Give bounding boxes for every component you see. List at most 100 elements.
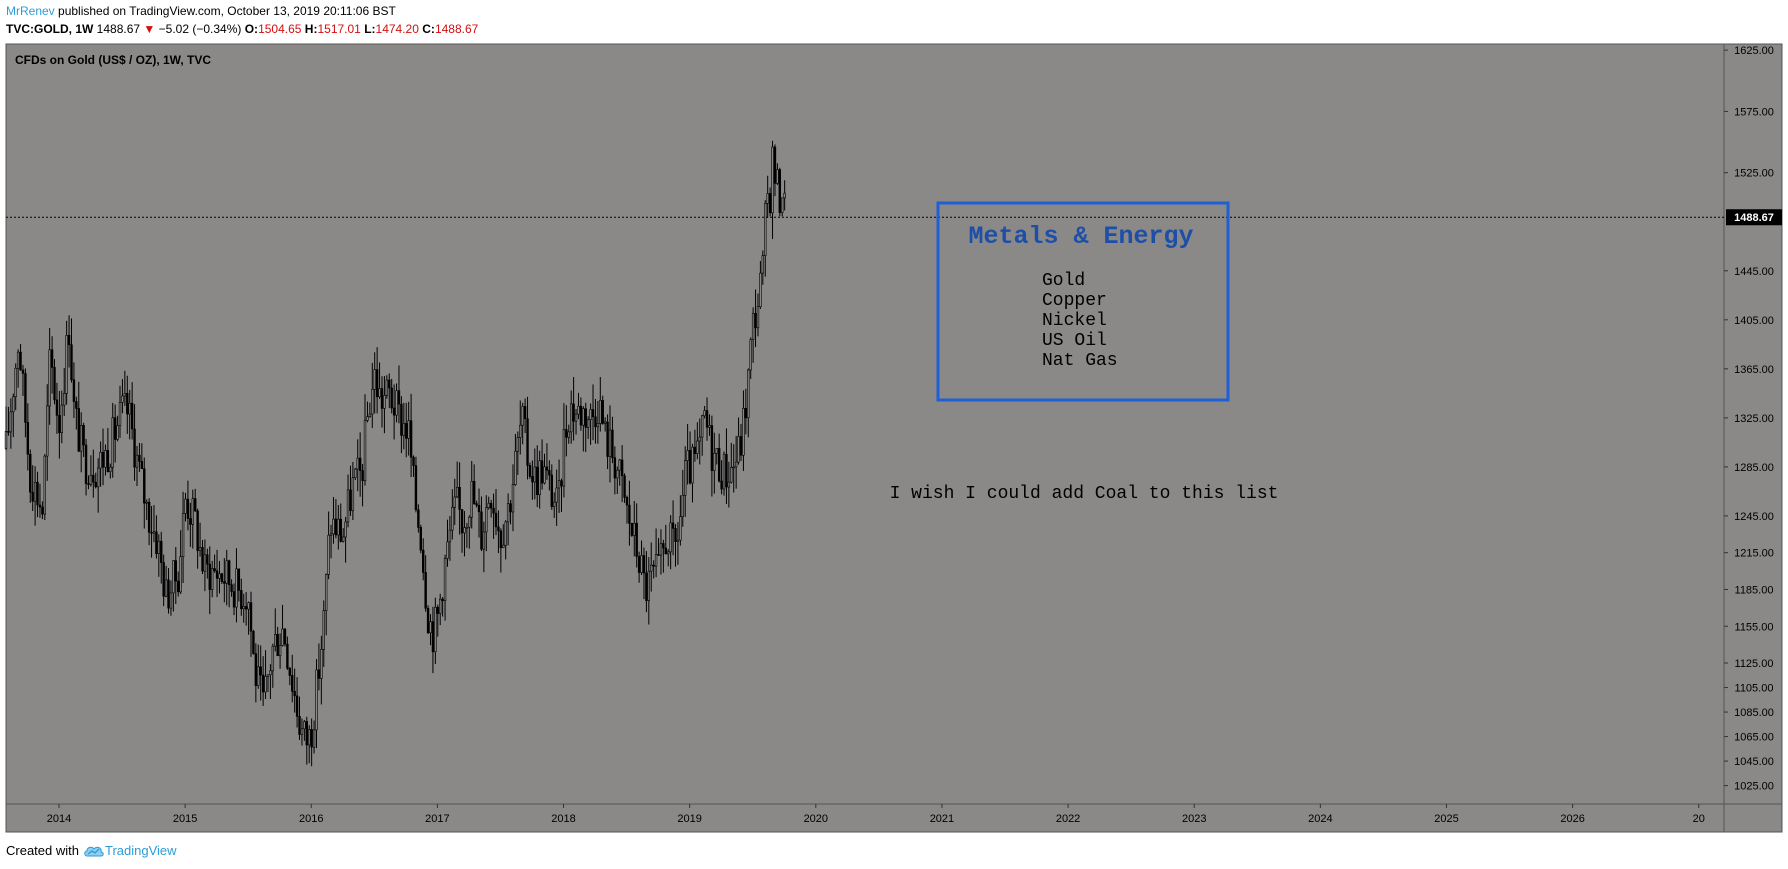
price-change: −5.02 (−0.34%): [158, 22, 242, 36]
candle-body: [543, 466, 546, 484]
candle-body: [305, 721, 308, 746]
candle-body: [747, 369, 750, 419]
candle-body: [756, 306, 760, 329]
candle-body: [65, 334, 68, 394]
candle-body: [123, 393, 127, 397]
candle-body: [237, 568, 241, 591]
candle-body: [674, 528, 677, 542]
candle-body: [405, 423, 408, 439]
candle-body: [329, 533, 333, 536]
current-price-tag-label: 1488.67: [1734, 212, 1774, 224]
candle-body: [628, 504, 631, 524]
candle-body: [654, 554, 658, 567]
candle-body: [460, 509, 464, 534]
candle-body: [70, 344, 73, 381]
candle-body: [640, 555, 643, 573]
candle-body: [662, 543, 665, 549]
annotation-box[interactable]: [936, 201, 1230, 402]
y-tick-label: 1215.00: [1734, 548, 1774, 560]
candle-body: [152, 531, 156, 534]
candle-body: [584, 408, 587, 428]
candle-body: [356, 457, 359, 470]
candle-body: [82, 425, 85, 446]
x-tick-label: 2024: [1308, 813, 1332, 825]
candle-body: [264, 676, 267, 693]
candle-body: [635, 522, 638, 557]
candle-body: [555, 487, 558, 503]
candle-body: [458, 486, 461, 510]
candle-body: [470, 480, 473, 518]
candle-body: [96, 467, 100, 488]
candle-body: [94, 481, 97, 488]
candle-body: [744, 408, 748, 419]
high-label: H:: [304, 22, 318, 36]
candle-body: [257, 666, 260, 686]
candle-body: [249, 602, 253, 632]
chart-title: CFDs on Gold (US$ / OZ), 1W, TVC: [15, 53, 211, 67]
y-tick-label: 1445.00: [1734, 266, 1774, 278]
candle-body: [577, 405, 580, 415]
author-link[interactable]: MrRenev: [6, 4, 55, 18]
candle-body: [308, 729, 311, 746]
candle-body: [696, 440, 699, 454]
time-axis[interactable]: [6, 804, 1782, 832]
candle-body: [441, 598, 444, 602]
candle-body: [227, 560, 231, 585]
x-tick-labels: 2014 2015 2016 2017 2018 2019 2020 2021 2022 2023…: [47, 804, 1705, 825]
candle-body: [574, 413, 578, 422]
candle-body: [776, 169, 779, 184]
candle-body: [691, 446, 694, 484]
tradingview-logo[interactable]: TradingView: [83, 843, 177, 858]
candle-body: [771, 146, 774, 214]
candle-body: [700, 415, 704, 438]
candle-body: [281, 628, 284, 646]
price-axis[interactable]: [1724, 44, 1782, 804]
candle-body: [727, 481, 731, 488]
candle-body: [482, 531, 486, 550]
candle-body: [596, 423, 600, 428]
candle-body: [194, 498, 197, 512]
candle-body: [186, 498, 190, 519]
candle-body: [567, 431, 570, 438]
candle-body: [303, 721, 306, 730]
candle-body: [118, 401, 122, 427]
candle-body: [133, 428, 136, 468]
candle-body: [157, 540, 161, 554]
candle-body: [218, 573, 221, 579]
annotation-item: Copper: [1042, 291, 1107, 311]
candle-body: [509, 503, 512, 513]
candle-body: [455, 486, 459, 498]
candle-body: [378, 388, 381, 398]
candle-body: [113, 417, 117, 440]
candle-body: [36, 481, 39, 506]
candle-body: [684, 460, 687, 496]
annotation-item: Nickel: [1042, 311, 1107, 331]
candle-body: [283, 628, 287, 645]
candle-body: [383, 395, 386, 409]
candle-body: [184, 498, 187, 514]
candle-body: [298, 716, 301, 735]
ohlc-line: TVC:GOLD, 1W 1488.67 ▼ −5.02 (−0.34%) O:…: [6, 22, 478, 36]
candle-body: [516, 437, 520, 452]
candle-body: [240, 590, 243, 610]
candle-body: [366, 416, 369, 421]
candle-body: [104, 450, 107, 468]
high-value: 1517.01: [317, 22, 361, 36]
candle-body: [713, 452, 716, 471]
y-tick-label: 1065.00: [1734, 732, 1774, 744]
candle-body: [582, 408, 585, 426]
candle-body: [676, 539, 680, 542]
x-tick-label: 2017: [425, 813, 449, 825]
candle-body: [504, 521, 507, 546]
candle-body: [781, 197, 784, 213]
publish-line: MrRenev published on TradingView.com, Oc…: [6, 4, 396, 18]
candle-body: [111, 417, 114, 468]
candle-body: [392, 407, 396, 416]
candle-body: [616, 469, 619, 479]
candle-body: [155, 531, 158, 554]
candle-body: [533, 466, 537, 483]
candle-body: [371, 388, 374, 415]
candle-body: [710, 425, 714, 471]
candle-body: [768, 193, 772, 214]
